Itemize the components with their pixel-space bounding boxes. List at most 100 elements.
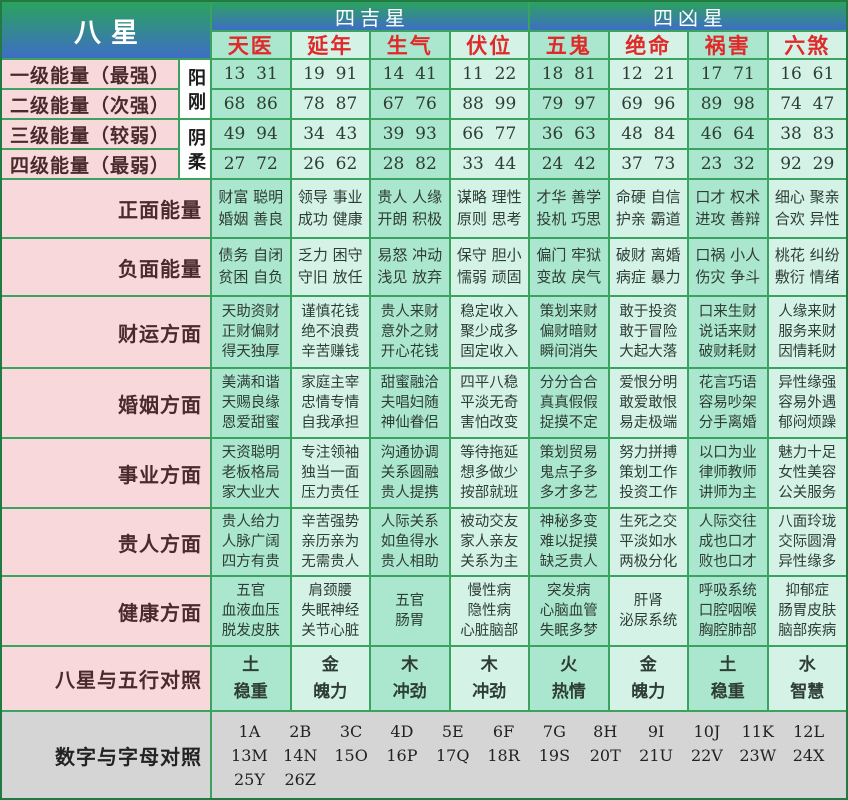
- aspect-line: 投机 巧思: [536, 209, 602, 228]
- alphabet-item: 19S: [538, 745, 571, 765]
- aspect-line: 郁闷烦躁: [778, 415, 837, 431]
- aspect-line: 口来生财: [698, 304, 757, 320]
- aspect-line: 稳定收入: [460, 304, 519, 320]
- aspect-cell: 土稳重: [689, 647, 767, 710]
- aspect-cell: 肩颈腰 失眠神经 关节心脏: [291, 577, 369, 645]
- aspect-line: 领导 事业: [297, 187, 363, 206]
- aspect-line: 关节心脏: [301, 623, 360, 639]
- aspect-cell: 努力拼搏策划工作投资工作: [609, 439, 687, 507]
- aspect-row-label: 健康方面: [2, 577, 210, 645]
- aspect-line: 聚少成多: [460, 324, 519, 340]
- aspect-line: 正财偏财: [221, 324, 280, 340]
- aspect-line: 人缘来财: [778, 304, 837, 320]
- aspect-line: 服务来财: [778, 324, 837, 340]
- aspect-line: 讲师为主: [698, 485, 757, 501]
- aspect-line: 缺乏贵人: [539, 554, 598, 570]
- aspect-line: 债务 自闭: [218, 246, 284, 265]
- alphabet-item: 18R: [487, 745, 520, 765]
- energy-value-cell: 37 73: [609, 150, 687, 178]
- alphabet-item: 11K: [741, 721, 774, 741]
- alphabet-item: 17Q: [436, 745, 470, 765]
- aspect-cell: 领导 事业 成功 健康: [291, 180, 369, 237]
- energy-value-cell: 74 47: [768, 90, 846, 118]
- aspect-cell: 敢于投资 敢于冒险 大起大落: [609, 297, 687, 367]
- alphabet-item: 16P: [386, 745, 418, 765]
- aspect-line: 冲劲: [472, 681, 507, 702]
- aspect-line: 努力拼搏: [619, 445, 678, 461]
- aspect-line: 独当一面: [301, 465, 360, 481]
- aspect-line: 金: [639, 655, 657, 676]
- aspect-line: 神仙眷侣: [380, 415, 439, 431]
- aspect-line: 捉摸不定: [539, 415, 598, 431]
- aspect-line: 固定收入: [460, 344, 519, 360]
- alphabet-item: 8H: [593, 721, 618, 741]
- aspect-line: 命硬 自信: [615, 187, 681, 206]
- aspect-line: 敷衍 情绪: [774, 268, 840, 286]
- aspect-line: 容易外遇: [778, 395, 837, 411]
- aspect-line: 分分合合: [539, 375, 598, 391]
- aspect-row-label: 八星与五行对照: [2, 647, 210, 710]
- aspect-line: 脱发皮肤: [221, 623, 280, 639]
- aspect-line: 关系为主: [460, 554, 519, 570]
- aspect-cell: 细心 聚亲 合欢 异性: [768, 180, 846, 237]
- aspect-cell: 慢性病 隐性病 心脏脑部: [450, 577, 528, 645]
- aspect-line: 辛苦强势: [301, 514, 360, 530]
- energy-value-cell: 38 83: [768, 120, 846, 148]
- aspect-line: 策划工作: [619, 465, 678, 481]
- aspect-line: 败也口才: [698, 554, 757, 570]
- aspect-cell: 呼吸系统 口腔咽喉 胸腔肺部: [689, 577, 767, 645]
- aspect-line: 贵人相助: [380, 554, 439, 570]
- aspect-row-label: 事业方面: [2, 439, 210, 507]
- aspect-line: 桃花 纠纷: [774, 246, 840, 265]
- energy-value-cell: 12 21: [609, 60, 687, 88]
- aspect-cell: 人际交往 成也口才 败也口才: [689, 509, 767, 575]
- aspect-line: 亲历亲为: [301, 534, 360, 550]
- aspect-line: 魅力十足: [778, 445, 837, 461]
- aspect-line: 投资工作: [619, 485, 678, 501]
- aspect-line: 交际圆滑: [778, 534, 837, 550]
- alphabet-item: 9I: [647, 721, 665, 741]
- aspect-line: 贵人 人缘: [377, 187, 443, 206]
- aspect-line: 分手离婚: [698, 415, 757, 431]
- yin-rou-label: 阴柔: [180, 120, 210, 178]
- aspect-cell: 被动交友 家人亲友 关系为主: [450, 509, 528, 575]
- aspect-line: 浅见 放弃: [377, 268, 443, 286]
- aspect-cell: 金魄力: [609, 647, 687, 710]
- alphabet-item: 10J: [693, 721, 721, 741]
- aspect-cell: 天资聪明 老板格局 家大业大: [212, 439, 290, 507]
- energy-value-cell: 33 44: [450, 150, 528, 178]
- aspect-cell: 人际关系 如鱼得水 贵人相助: [371, 509, 449, 575]
- aspect-line: 平淡如水: [619, 534, 678, 550]
- aspect-line: 易走极端: [619, 415, 678, 431]
- aspect-line: 突发病: [547, 583, 591, 599]
- aspect-line: 血液血压: [221, 603, 280, 619]
- aspect-line: 异性缘强: [778, 375, 837, 391]
- alphabet-item: 4D: [390, 721, 414, 741]
- aspect-row-label: 正面能量: [2, 180, 210, 237]
- aspect-line: 口才 权术: [695, 187, 761, 206]
- group-header-lucky-stars: 四吉星: [212, 2, 528, 30]
- energy-value-cell: 92 29: [768, 150, 846, 178]
- aspect-line: 多才多艺: [539, 485, 598, 501]
- aspect-line: 冲劲: [392, 681, 427, 702]
- aspect-line: 按部就班: [460, 485, 519, 501]
- aspect-line: 破财 离婚: [615, 246, 681, 265]
- aspect-line: 被动交友: [460, 514, 519, 530]
- energy-value-cell: 68 86: [212, 90, 290, 118]
- energy-value-cell: 46 64: [689, 120, 767, 148]
- aspect-line: 贵人给力: [221, 514, 280, 530]
- aspect-line: 老板格局: [221, 465, 280, 481]
- aspect-cell: 谨慎花钱 绝不浪费 辛苦赚钱: [291, 297, 369, 367]
- group-header-unlucky-stars: 四凶星: [530, 2, 846, 30]
- aspect-cell: 债务 自闭 贫困 自负: [212, 239, 290, 295]
- aspect-line: 难以捉摸: [539, 534, 598, 550]
- energy-value-cell: 13 31: [212, 60, 290, 88]
- aspect-line: 辛苦赚钱: [301, 344, 360, 360]
- aspect-line: 失眠神经: [301, 603, 360, 619]
- aspect-row-label: 负面能量: [2, 239, 210, 295]
- aspect-line: 慢性病: [467, 583, 512, 599]
- aspect-line: 保守 胆小: [456, 246, 522, 265]
- aspect-line: 害怕改变: [460, 415, 519, 431]
- aspect-line: 说话来财: [698, 324, 757, 340]
